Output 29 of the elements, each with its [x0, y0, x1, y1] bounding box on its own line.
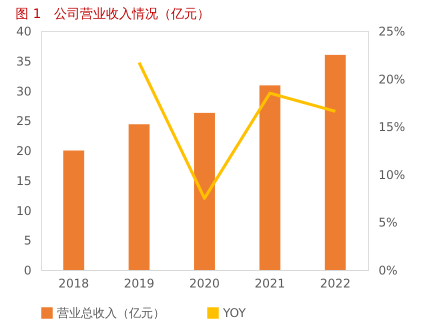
y-tick-label: 0: [24, 264, 32, 278]
bar: [194, 112, 215, 270]
y-tick-label: 25: [16, 114, 32, 128]
x-tick-label: 2018: [58, 276, 89, 290]
bar: [128, 124, 150, 270]
y2-tick-label: 20%: [378, 72, 406, 86]
y-tick-label: 5: [24, 234, 32, 248]
y2-tick-label: 5%: [378, 216, 398, 230]
y2-tick-label: 10%: [378, 168, 406, 182]
legend-label: YOY: [222, 306, 246, 320]
x-tick-label: 2020: [189, 276, 220, 290]
y-tick-label: 10: [16, 204, 32, 218]
y2-tick-label: 15%: [378, 120, 406, 134]
y-tick-label: 15: [16, 174, 32, 188]
line-series: [138, 61, 337, 200]
x-tick-label: 2019: [124, 276, 154, 290]
chart-title: 图 1 公司营业收入情况（亿元）: [16, 7, 210, 22]
y2-tick-label: 25%: [378, 24, 406, 38]
y2-tick-label: 0%: [378, 264, 398, 278]
y-tick-label: 30: [16, 84, 32, 98]
bar: [324, 54, 346, 270]
y-tick-label: 40: [16, 24, 32, 38]
x-tick-label: 2021: [254, 276, 286, 290]
legend-label: 营业总收入（亿元）: [57, 306, 165, 320]
bar: [259, 85, 280, 270]
x-tick-label: 2022: [320, 276, 351, 290]
y-tick-label: 20: [16, 144, 32, 158]
bar: [63, 150, 84, 270]
y-tick-label: 35: [16, 54, 32, 68]
